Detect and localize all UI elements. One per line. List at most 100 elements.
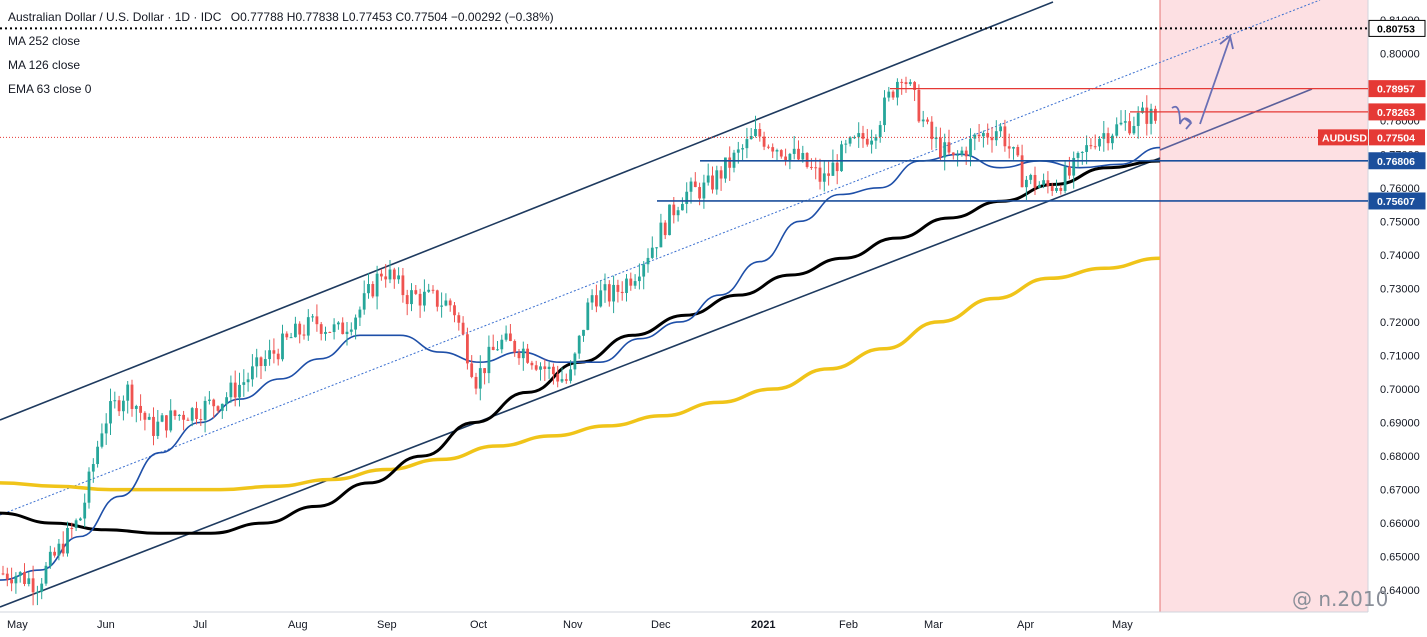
candle-body (478, 368, 482, 389)
candle-body (582, 329, 585, 336)
candle (1033, 166, 1037, 196)
resistance-level-lower-label: 0.78263 (1377, 107, 1415, 119)
candle (272, 338, 276, 364)
channel-midline[interactable] (0, 0, 1321, 516)
candle (212, 398, 216, 419)
candle (186, 417, 190, 421)
candle-body (272, 350, 276, 354)
candle (655, 247, 658, 258)
candle (926, 117, 929, 125)
candle (1025, 175, 1028, 200)
candle (977, 124, 981, 142)
legend-ema63[interactable]: EMA 63 close 0 (8, 82, 92, 96)
legend-ma252[interactable]: MA 252 close (8, 34, 81, 48)
candle-body (388, 269, 392, 280)
trendline-extension[interactable] (1159, 88, 1313, 151)
candle (775, 148, 779, 161)
candle-body (233, 382, 237, 398)
candle-body (435, 290, 439, 307)
chart-legend: Australian Dollar / U.S. Dollar · 1D · I… (8, 5, 554, 101)
channel-lower-line[interactable] (0, 157, 1161, 608)
time-axis[interactable] (0, 612, 1368, 637)
candle (896, 78, 899, 106)
candle (281, 324, 284, 362)
candle (663, 220, 667, 240)
candle-body (1106, 133, 1110, 144)
candle (444, 293, 448, 307)
ma252-line (0, 256, 1161, 492)
candle-body (513, 341, 517, 353)
candle-body (603, 284, 607, 291)
x-tick-label: Apr (1017, 619, 1034, 631)
candle-body (1154, 108, 1157, 121)
candle-body (104, 423, 108, 434)
candle-body (827, 173, 830, 176)
candle (14, 572, 18, 594)
candle (521, 341, 525, 371)
symbol-header[interactable]: Australian Dollar / U.S. Dollar · 1D · I… (8, 5, 554, 29)
candle-body (741, 148, 744, 150)
candle (810, 158, 813, 170)
candle (466, 327, 469, 370)
candle (650, 236, 654, 260)
candle (1136, 106, 1140, 139)
candle (719, 166, 723, 191)
candle-body (242, 382, 246, 385)
candle (620, 281, 624, 301)
candle-body (147, 416, 151, 420)
y-tick-label: 0.75000 (1380, 216, 1420, 228)
resistance-level-lower-badge (1368, 103, 1426, 121)
big-up-arrow[interactable] (1199, 37, 1231, 125)
ema63-line (0, 146, 1161, 581)
candle (337, 321, 340, 330)
candle (1128, 112, 1131, 136)
channel-upper-line[interactable] (0, 1, 1054, 421)
legend-ma126[interactable]: MA 126 close (8, 58, 81, 72)
symbol-title: Australian Dollar / U.S. Dollar · 1D · I… (8, 10, 222, 24)
small-up-arrow[interactable] (1171, 105, 1192, 125)
candle (79, 517, 82, 521)
support-level-lower-label: 0.75607 (1377, 196, 1415, 208)
candle-body (126, 384, 130, 401)
candle (160, 413, 164, 423)
candle (908, 79, 912, 87)
candle (18, 571, 22, 583)
candle-body (1115, 124, 1119, 136)
candle-body (83, 502, 87, 519)
candle-body (659, 222, 663, 248)
candle-body (973, 134, 977, 139)
candle (706, 163, 710, 186)
candle (233, 370, 237, 407)
candle (1076, 151, 1080, 168)
candle-body (642, 264, 646, 277)
candle-body (887, 91, 891, 98)
candle (478, 355, 482, 401)
candle-body (1080, 151, 1084, 153)
candle (659, 213, 663, 248)
candle-body (982, 132, 985, 137)
candle-body (349, 329, 353, 332)
candle-body (100, 433, 104, 447)
candle-body (87, 471, 91, 503)
candle (152, 407, 155, 446)
candle-body (410, 290, 413, 305)
candle-body (861, 133, 865, 139)
x-tick-label: Nov (563, 619, 583, 631)
candles (1, 76, 1157, 606)
candle (289, 332, 293, 339)
candle-body (216, 406, 220, 411)
candle (758, 123, 762, 142)
candle (513, 339, 517, 357)
x-tick-label: Sep (377, 619, 397, 631)
ohlc-values: O0.77788 H0.77838 L0.77453 C0.77504 −0.0… (230, 10, 554, 24)
candle-body (315, 316, 319, 325)
candle (263, 350, 267, 372)
candle-body (220, 403, 224, 411)
candle-body (27, 578, 31, 584)
candle (930, 116, 934, 150)
candle-body (1093, 146, 1097, 148)
candle (375, 265, 379, 310)
candle-body (844, 143, 848, 145)
candle (1042, 173, 1045, 189)
